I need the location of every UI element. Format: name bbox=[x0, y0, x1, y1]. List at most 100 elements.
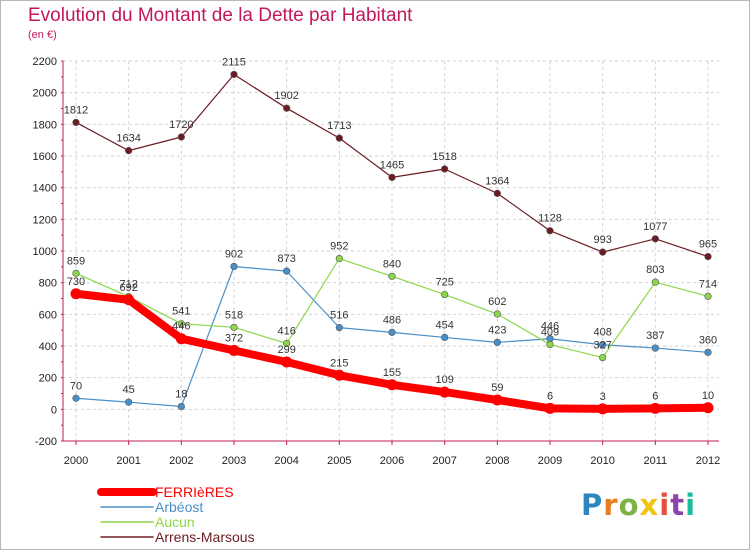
data-point bbox=[491, 394, 503, 406]
data-label: 446 bbox=[172, 321, 190, 333]
data-label: 725 bbox=[435, 277, 453, 289]
data-label: 1713 bbox=[327, 120, 351, 132]
data-label: 454 bbox=[435, 319, 453, 331]
logo-letter: t bbox=[670, 488, 686, 522]
data-point bbox=[441, 290, 449, 299]
data-label: 1465 bbox=[380, 159, 404, 171]
data-label: 952 bbox=[330, 241, 348, 253]
data-label: 70 bbox=[70, 380, 82, 392]
logo-letter: r bbox=[603, 488, 619, 522]
logo-letter: i bbox=[685, 488, 697, 522]
data-point bbox=[599, 248, 607, 256]
data-label: 409 bbox=[541, 327, 559, 339]
data-point bbox=[702, 402, 714, 414]
data-label: 3 bbox=[600, 391, 606, 403]
y-tick-label: 800 bbox=[39, 278, 57, 290]
data-point bbox=[651, 344, 659, 352]
data-point bbox=[283, 339, 291, 348]
data-label: 6 bbox=[652, 390, 658, 402]
data-label: 1364 bbox=[485, 175, 509, 187]
legend-label: Aucun bbox=[155, 514, 195, 530]
y-tick-label: -200 bbox=[35, 436, 57, 448]
y-tick-label: 400 bbox=[39, 341, 57, 353]
data-label: 408 bbox=[593, 327, 611, 339]
data-label: 1720 bbox=[169, 119, 193, 131]
data-point bbox=[704, 292, 712, 300]
data-point bbox=[72, 269, 80, 277]
x-tick-label: 2001 bbox=[116, 455, 140, 467]
data-point bbox=[704, 348, 712, 356]
x-tick-label: 2010 bbox=[590, 455, 614, 467]
data-point bbox=[544, 402, 556, 414]
data-label: 714 bbox=[699, 278, 717, 290]
data-point bbox=[651, 278, 659, 286]
x-tick-label: 2008 bbox=[485, 455, 509, 467]
data-label: 360 bbox=[699, 334, 717, 346]
proxiti-logo: Proxiti bbox=[581, 488, 696, 522]
data-label: 10 bbox=[702, 390, 714, 402]
x-tick-label: 2000 bbox=[64, 455, 88, 467]
y-tick-label: 2200 bbox=[33, 56, 57, 68]
chart-subtitle: (en €) bbox=[28, 29, 57, 41]
data-label: 965 bbox=[699, 239, 717, 251]
data-point bbox=[70, 288, 82, 300]
data-point bbox=[283, 104, 291, 112]
data-point bbox=[546, 340, 554, 349]
data-point bbox=[125, 147, 133, 155]
data-point bbox=[333, 369, 345, 381]
data-label: 215 bbox=[330, 357, 348, 369]
data-point bbox=[388, 272, 396, 280]
data-label: 712 bbox=[119, 279, 137, 291]
data-point bbox=[439, 386, 451, 398]
data-point bbox=[651, 235, 659, 243]
data-label: 541 bbox=[172, 306, 190, 318]
data-label: 486 bbox=[383, 314, 401, 326]
data-point bbox=[546, 227, 554, 235]
data-point bbox=[649, 402, 661, 414]
data-label: 327 bbox=[593, 340, 611, 352]
data-point bbox=[335, 324, 343, 332]
data-point bbox=[177, 402, 185, 411]
data-label: 423 bbox=[488, 324, 506, 336]
logo-letter: o bbox=[618, 488, 640, 522]
data-label: 518 bbox=[225, 309, 243, 321]
x-tick-label: 2011 bbox=[644, 455, 668, 467]
x-tick-label: 2009 bbox=[538, 455, 562, 467]
grid-layer bbox=[63, 60, 719, 442]
data-label-layer: 70 45 18 902 873 516 486 454 423 446 408 387 360 859 7… bbox=[64, 56, 717, 402]
chart-title: Evolution du Montant de la Dette par Hab… bbox=[28, 5, 413, 26]
x-tick-label: 2012 bbox=[696, 455, 720, 467]
data-point bbox=[388, 173, 396, 181]
data-point bbox=[230, 70, 238, 79]
data-point bbox=[704, 252, 712, 261]
data-label: 1902 bbox=[274, 90, 298, 102]
legend-label: Arbéost bbox=[155, 499, 203, 515]
data-label: 1518 bbox=[432, 151, 456, 163]
data-label: 602 bbox=[488, 296, 506, 308]
axis-layer: -200 0 200 400 600 800 1000 1200 1400 1600 1800 200… bbox=[33, 56, 721, 467]
data-point bbox=[123, 294, 135, 306]
data-label: 372 bbox=[225, 332, 243, 344]
y-tick-label: 200 bbox=[39, 373, 57, 385]
data-point bbox=[441, 165, 449, 173]
data-point bbox=[177, 320, 185, 328]
x-tick-label: 2006 bbox=[380, 455, 404, 467]
data-point bbox=[493, 189, 501, 197]
data-point bbox=[72, 118, 80, 127]
data-point bbox=[72, 394, 80, 402]
data-point bbox=[493, 338, 501, 346]
data-point bbox=[230, 323, 238, 331]
y-tick-label: 1800 bbox=[33, 119, 57, 131]
data-label: 730 bbox=[67, 276, 85, 288]
data-label: 1128 bbox=[538, 213, 562, 225]
data-label: 859 bbox=[67, 255, 85, 267]
data-point bbox=[335, 134, 343, 142]
data-label: 1634 bbox=[116, 133, 140, 145]
legend-label: Arrens-Marsous bbox=[155, 529, 255, 545]
data-label: 1812 bbox=[64, 104, 88, 116]
data-label: 45 bbox=[123, 384, 135, 396]
series-layer bbox=[70, 70, 714, 415]
